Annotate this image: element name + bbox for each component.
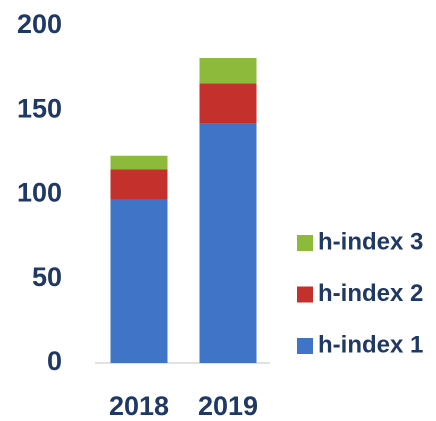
y-tick-label: 150 — [17, 93, 62, 123]
y-tick-label: 0 — [47, 346, 62, 376]
legend-swatch — [297, 338, 313, 354]
bar-segment — [199, 83, 257, 124]
x-tick-label: 2019 — [198, 391, 258, 421]
legend-label: h-index 3 — [318, 228, 423, 255]
legend-label: h-index 2 — [318, 280, 423, 307]
bar-segment — [110, 169, 168, 200]
legend-label: h-index 1 — [318, 331, 423, 358]
y-tick-label: 50 — [32, 262, 62, 292]
legend-swatch — [297, 235, 313, 251]
y-tick-label: 200 — [17, 9, 62, 39]
legend-swatch — [297, 286, 313, 303]
x-tick-label: 2018 — [109, 391, 169, 421]
bar-segment — [199, 58, 257, 84]
y-tick-label: 100 — [17, 178, 62, 208]
bar-segment — [110, 155, 168, 170]
bar-segment — [199, 123, 257, 363]
bar-segment — [110, 199, 168, 363]
